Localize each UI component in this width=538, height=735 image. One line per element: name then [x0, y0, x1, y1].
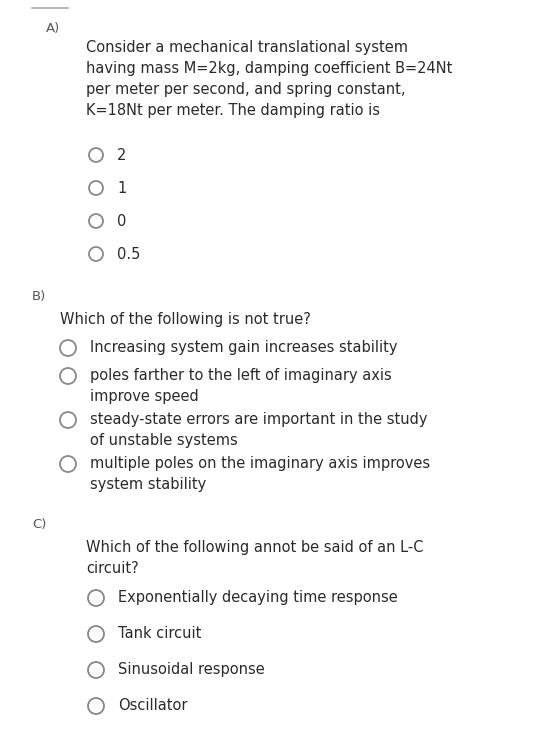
- Text: Oscillator: Oscillator: [118, 698, 188, 713]
- Text: B): B): [32, 290, 46, 303]
- Text: 0: 0: [117, 214, 126, 229]
- Text: Tank circuit: Tank circuit: [118, 626, 201, 641]
- Text: multiple poles on the imaginary axis improves
system stability: multiple poles on the imaginary axis imp…: [90, 456, 430, 492]
- Text: Which of the following annot be said of an L-C
circuit?: Which of the following annot be said of …: [86, 540, 423, 576]
- Text: Consider a mechanical translational system
having mass M=2kg, damping coefficien: Consider a mechanical translational syst…: [86, 40, 452, 118]
- Text: Which of the following is not true?: Which of the following is not true?: [60, 312, 311, 327]
- Text: steady-state errors are important in the study
of unstable systems: steady-state errors are important in the…: [90, 412, 428, 448]
- Text: poles farther to the left of imaginary axis
improve speed: poles farther to the left of imaginary a…: [90, 368, 392, 404]
- Text: Exponentially decaying time response: Exponentially decaying time response: [118, 590, 398, 605]
- Text: 2: 2: [117, 148, 126, 163]
- Text: 0.5: 0.5: [117, 247, 140, 262]
- Text: A): A): [46, 22, 60, 35]
- Text: C): C): [32, 518, 46, 531]
- Text: Sinusoidal response: Sinusoidal response: [118, 662, 265, 677]
- Text: 1: 1: [117, 181, 126, 196]
- Text: Increasing system gain increases stability: Increasing system gain increases stabili…: [90, 340, 398, 355]
